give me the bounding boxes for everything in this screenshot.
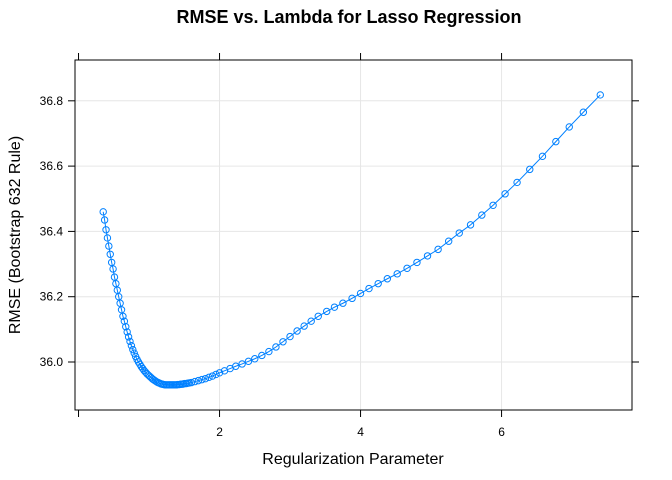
data-point xyxy=(258,351,266,360)
data-point xyxy=(123,328,131,336)
data-point xyxy=(596,91,604,99)
data-point xyxy=(552,137,560,146)
data-point xyxy=(109,265,117,273)
data-point xyxy=(99,208,107,216)
data-point xyxy=(365,284,373,293)
data-point xyxy=(130,349,138,357)
data-point xyxy=(393,270,401,278)
data-point xyxy=(127,341,136,350)
data-point xyxy=(120,317,129,325)
data-point xyxy=(538,152,547,161)
grid-lines xyxy=(75,60,632,410)
y-tick-label: 36.6 xyxy=(40,159,64,173)
y-tick-label: 36.8 xyxy=(40,94,64,108)
data-point xyxy=(323,307,331,316)
data-point xyxy=(238,360,246,368)
data-point xyxy=(374,279,382,288)
data-point xyxy=(232,362,240,370)
data-point xyxy=(272,343,280,351)
data-point xyxy=(244,357,253,366)
data-point xyxy=(126,337,134,346)
data-point xyxy=(102,226,110,234)
data-point xyxy=(330,303,339,311)
data-point xyxy=(565,123,573,131)
data-point xyxy=(300,322,308,330)
y-tick-label: 36.0 xyxy=(40,355,64,369)
x-tick-label: 6 xyxy=(498,425,505,439)
data-point xyxy=(307,317,315,325)
data-point xyxy=(106,250,114,258)
data-point xyxy=(122,323,130,331)
data-point xyxy=(293,327,301,335)
data-point xyxy=(194,376,203,385)
data-point xyxy=(466,221,475,229)
data-series xyxy=(99,91,604,389)
chart-title: RMSE vs. Lambda for Lasso Regression xyxy=(176,7,521,27)
data-point xyxy=(191,377,199,386)
data-point xyxy=(215,369,224,377)
data-point xyxy=(455,229,463,237)
y-tick-label: 36.4 xyxy=(40,224,64,238)
x-tick-label: 2 xyxy=(216,425,223,439)
tick-labels: 2 4 6 36.0 36.2 36.4 36.6 36.8 xyxy=(40,94,506,439)
data-point xyxy=(105,242,113,250)
data-point xyxy=(423,252,432,260)
data-point xyxy=(265,347,273,356)
plot-frame xyxy=(74,59,633,411)
data-point xyxy=(286,332,294,341)
data-point xyxy=(444,237,453,245)
data-point xyxy=(403,264,411,273)
data-point xyxy=(205,373,213,382)
data-point xyxy=(201,374,210,383)
series-line xyxy=(102,94,601,386)
x-axis-label: Regularization Parameter xyxy=(262,451,444,468)
data-point xyxy=(413,258,421,267)
y-axis-label: RMSE (Bootstrap 632 Rule) xyxy=(7,136,24,334)
data-point xyxy=(383,275,392,283)
y-tick-label: 36.2 xyxy=(40,290,64,304)
data-point xyxy=(100,216,109,224)
data-point xyxy=(348,294,356,303)
data-point xyxy=(251,355,259,363)
data-point xyxy=(187,378,196,387)
data-point xyxy=(119,312,127,320)
data-point xyxy=(314,312,322,320)
data-point xyxy=(208,372,217,380)
data-point xyxy=(103,234,112,242)
data-point xyxy=(198,375,206,384)
data-point xyxy=(124,333,133,341)
data-point xyxy=(501,190,509,198)
data-point xyxy=(129,345,137,354)
data-point xyxy=(279,338,287,346)
data-point xyxy=(579,108,588,116)
data-point xyxy=(489,201,497,209)
data-point xyxy=(434,245,442,254)
data-point xyxy=(356,289,365,298)
data-point xyxy=(478,211,486,219)
x-tick-label: 4 xyxy=(357,425,364,439)
data-point xyxy=(526,165,534,174)
data-point xyxy=(513,178,521,187)
axis-ticks xyxy=(68,53,639,417)
data-point xyxy=(339,299,347,307)
data-point xyxy=(212,370,220,379)
